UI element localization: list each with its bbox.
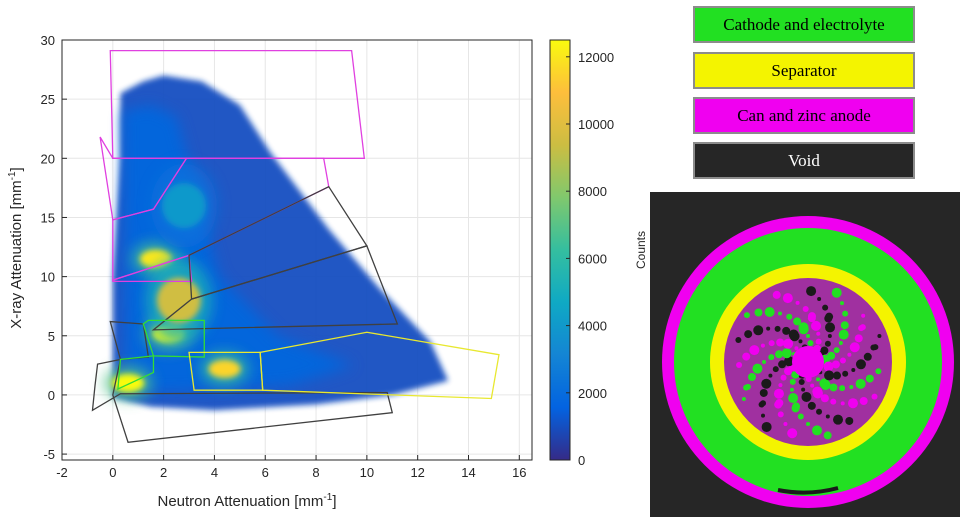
x-tick-label: 8: [312, 465, 319, 480]
x-tick-label: 0: [109, 465, 116, 480]
y-tick-label: -5: [43, 447, 55, 462]
x-tick-label: 16: [512, 465, 526, 480]
colorbar-label: Counts: [634, 231, 648, 269]
colorbar-tick-label: 8000: [578, 184, 607, 199]
legend-can-zinc-anode: Can and zinc anode: [693, 97, 915, 134]
y-tick-label: 15: [41, 210, 55, 225]
legend-separator: Separator: [693, 52, 915, 89]
legend-label: Void: [788, 150, 820, 170]
y-tick-label: 10: [41, 270, 55, 285]
region-polygon: [117, 355, 155, 391]
legend-cathode-electrolyte: Cathode and electrolyte: [693, 6, 915, 43]
y-tick-label: 0: [48, 388, 55, 403]
x-tick-label: 6: [262, 465, 269, 480]
colorbar-tick-label: 0: [578, 453, 585, 468]
y-tick-label: 30: [41, 33, 55, 48]
region-polygon: [151, 245, 399, 331]
x-tick-label: 14: [461, 465, 475, 480]
x-tick-label: 2: [160, 465, 167, 480]
battery-cross-section-image: [650, 192, 960, 517]
colorbar-tick-label: 4000: [578, 319, 607, 334]
region-polygon: [142, 319, 205, 358]
y-tick-label: 25: [41, 92, 55, 107]
region-polygon: [259, 331, 500, 400]
x-tick-label: 10: [360, 465, 374, 480]
legend-label: Separator: [771, 60, 837, 80]
region-cathode-and-electrolyte: [117, 319, 205, 391]
legend-void: Void: [693, 142, 915, 179]
region-polygon: [112, 254, 193, 283]
colorbar-tick-label: 2000: [578, 386, 607, 401]
y-tick-label: 5: [48, 329, 55, 344]
legend-label: Cathode and electrolyte: [723, 14, 885, 34]
colorbar-tick-label: 6000: [578, 251, 607, 266]
region-separator: [188, 331, 500, 400]
colorbar-tick-label: 10000: [578, 117, 614, 132]
legend-label: Can and zinc anode: [737, 105, 871, 125]
y-tick-label: 20: [41, 151, 55, 166]
x-axis-label: Neutron Attenuation [mm-1]: [157, 492, 336, 510]
colorbar-tick-label: 12000: [578, 50, 614, 65]
region-polygon: [109, 49, 366, 159]
x-tick-label: -2: [56, 465, 68, 480]
region-can-and-zinc-anode: [99, 49, 366, 283]
region-polygon: [91, 358, 394, 443]
y-axis-label: X-ray Attenuation [mm-1]: [7, 167, 25, 328]
x-tick-label: 12: [410, 465, 424, 480]
x-tick-label: 4: [211, 465, 218, 480]
heatmap-chart: -2 0 2 4 6 8 10 12 14 16 -5 0 5 10 15 20 25 30 0 2000 4000 6…: [7, 33, 648, 510]
colorbar: 0 2000 4000 6000 8000 10000 12000: [549, 39, 614, 468]
